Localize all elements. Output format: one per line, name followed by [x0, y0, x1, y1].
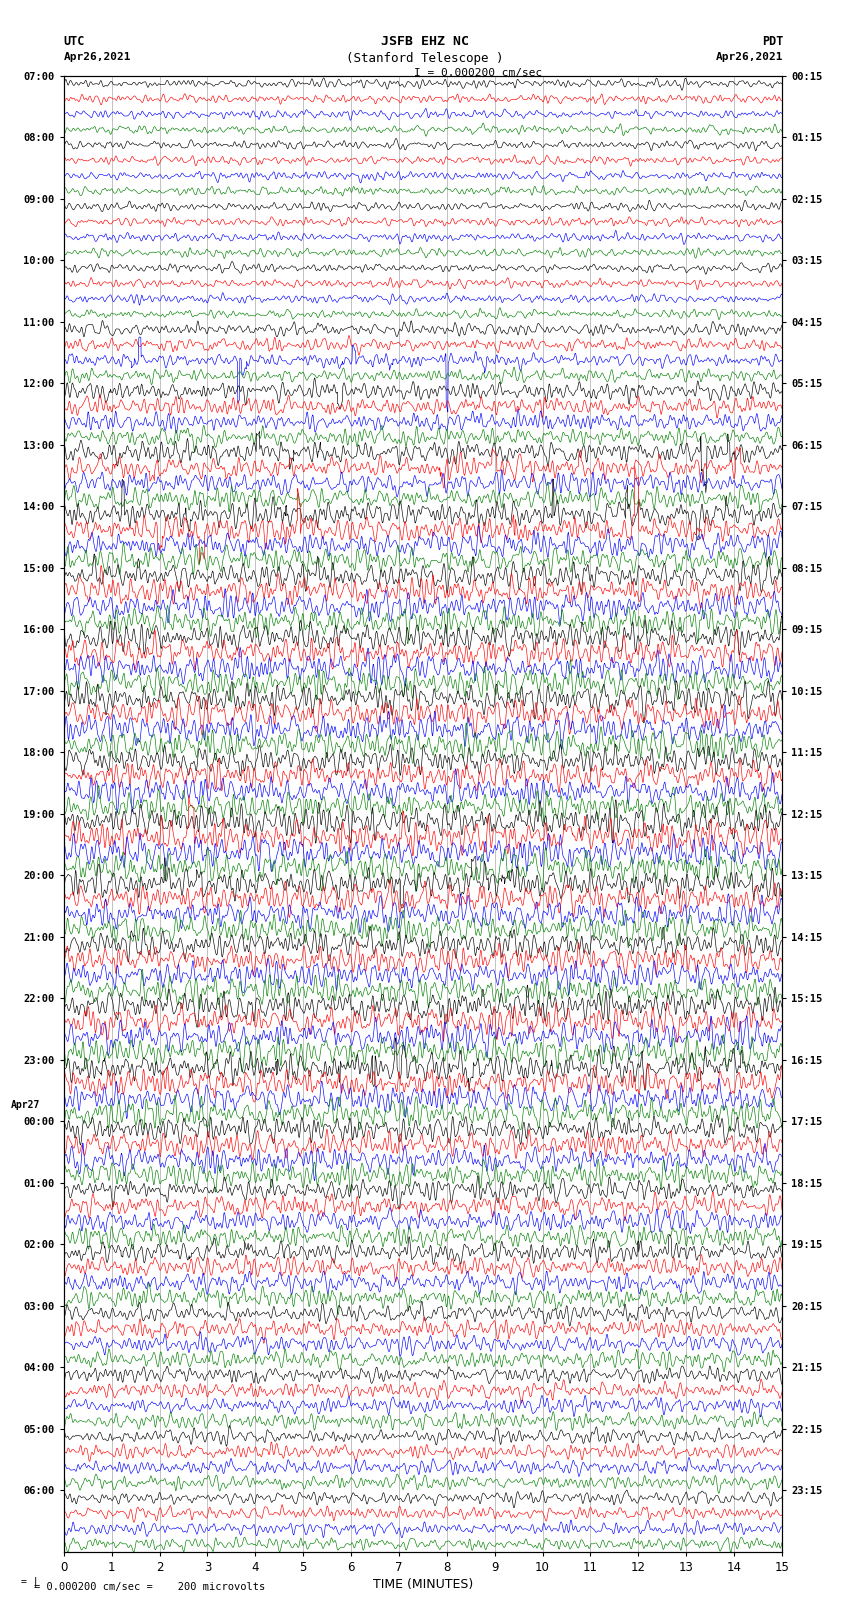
Text: I = 0.000200 cm/sec: I = 0.000200 cm/sec — [414, 68, 542, 77]
Text: = 0.000200 cm/sec =    200 microvolts: = 0.000200 cm/sec = 200 microvolts — [34, 1582, 265, 1592]
Text: PDT: PDT — [762, 35, 784, 48]
Text: JSFB EHZ NC: JSFB EHZ NC — [381, 35, 469, 48]
Text: Apr26,2021: Apr26,2021 — [64, 52, 131, 61]
Text: UTC: UTC — [64, 35, 85, 48]
Text: = |: = | — [21, 1576, 39, 1587]
Text: (Stanford Telescope ): (Stanford Telescope ) — [346, 52, 504, 65]
Text: Apr27: Apr27 — [11, 1100, 40, 1110]
Text: Apr26,2021: Apr26,2021 — [717, 52, 784, 61]
X-axis label: TIME (MINUTES): TIME (MINUTES) — [373, 1578, 473, 1590]
